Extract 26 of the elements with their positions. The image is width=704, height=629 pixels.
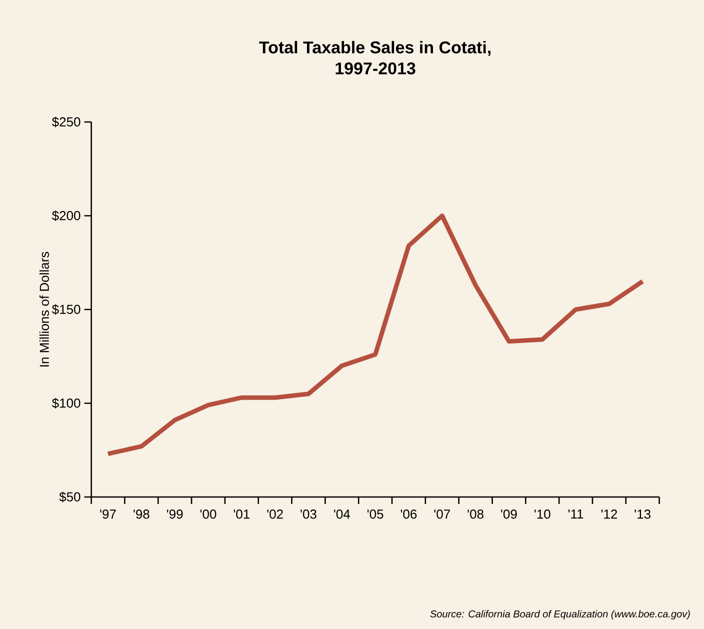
x-tick-label: '09 — [501, 510, 517, 519]
y-tick-label: $250 — [52, 116, 80, 128]
y-tick-label: $200 — [52, 210, 80, 221]
x-tick-label: '01 — [234, 510, 250, 519]
x-tick-label: '03 — [300, 510, 316, 519]
x-tick-label: '06 — [400, 510, 417, 519]
y-tick-label: $100 — [52, 398, 80, 408]
x-tick-label: '08 — [468, 510, 484, 519]
x-tick-label: '13 — [634, 510, 650, 519]
x-tick-label: '10 — [534, 510, 550, 519]
source-note: Source: California Board of Equalization (www.boe.ca.gov) — [430, 610, 690, 620]
line-series — [106, 213, 645, 456]
x-tick-label: '07 — [434, 510, 450, 519]
x-tick-label: '04 — [334, 510, 350, 519]
x-tick-label: '97 — [100, 510, 116, 519]
y-tick-label: $150 — [52, 304, 80, 315]
x-tick-label: '05 — [367, 510, 384, 519]
x-tick-label: '98 — [134, 510, 150, 519]
x-tick-label: '02 — [267, 510, 283, 519]
x-tick-label: '12 — [601, 510, 617, 519]
y-tick-label: $50 — [59, 492, 80, 502]
chart-title: Total Taxable Sales in Cotati, 1997-2013 — [259, 40, 490, 74]
x-tick-label: '00 — [200, 510, 216, 519]
y-axis-title: In Millions of Dollars — [39, 252, 49, 366]
x-tick-label: '11 — [568, 510, 584, 518]
x-tick-label: '99 — [167, 510, 183, 519]
